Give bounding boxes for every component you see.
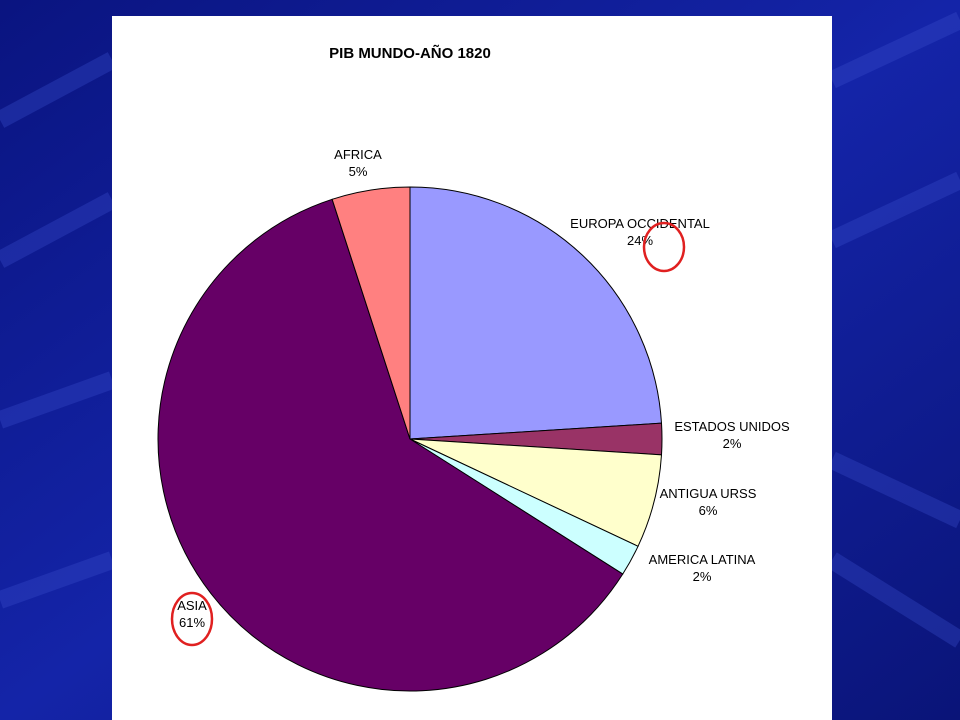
label-europa-occidental: EUROPA OCCIDENTAL 24% — [570, 216, 710, 248]
label-pct-europa-occidental: 24% — [627, 233, 653, 248]
slice-africa — [331, 186, 411, 440]
slice-asia — [157, 198, 624, 692]
label-name-antigua-urss: ANTIGUA URSS — [660, 486, 757, 501]
pie-chart: PIB MUNDO-AÑO 1820 EUROPA OCCIDENTAL 24%E… — [157, 44, 790, 692]
label-name-asia: ASIA — [177, 598, 207, 613]
label-asia: ASIA 61% — [177, 598, 207, 630]
label-pct-america-latina: 2% — [693, 569, 712, 584]
pie-labels: EUROPA OCCIDENTAL 24% ESTADOS UNIDOS 2% ANTI… — [177, 147, 790, 630]
label-name-europa-occidental: EUROPA OCCIDENTAL — [570, 216, 710, 231]
label-antigua-urss: ANTIGUA URSS 6% — [660, 486, 757, 518]
highlight-marks — [170, 221, 686, 647]
slice-europa-occidental — [409, 186, 663, 440]
label-estados-unidos: ESTADOS UNIDOS 2% — [674, 419, 790, 451]
label-pct-antigua-urss: 6% — [699, 503, 718, 518]
label-africa: AFRICA 5% — [334, 147, 382, 179]
label-name-estados-unidos: ESTADOS UNIDOS — [674, 419, 790, 434]
chart-panel: PIB MUNDO-AÑO 1820 EUROPA OCCIDENTAL 24% E… — [112, 16, 832, 720]
label-pct-estados-unidos: 2% — [723, 436, 742, 451]
label-name-america-latina: AMERICA LATINA — [649, 552, 756, 567]
label-name-africa: AFRICA — [334, 147, 382, 162]
chart-title: PIB MUNDO-AÑO 1820 — [329, 44, 491, 62]
highlight-circle-asia — [170, 591, 214, 647]
pie-slices — [157, 186, 663, 692]
label-america-latina: AMERICA LATINA 2% — [649, 552, 756, 584]
label-pct-asia: 61% — [179, 615, 205, 630]
label-pct-africa: 5% — [349, 164, 368, 179]
highlight-circle-europa-occidental — [642, 221, 686, 273]
